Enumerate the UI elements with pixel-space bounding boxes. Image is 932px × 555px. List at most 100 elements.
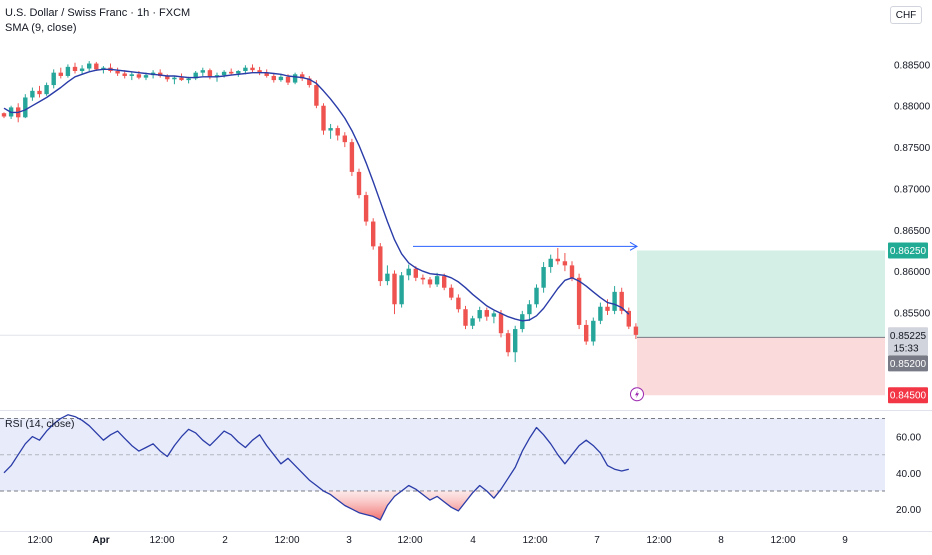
candle-body[interactable]	[456, 297, 461, 310]
loss-zone[interactable]	[637, 337, 885, 396]
candle-body[interactable]	[221, 71, 227, 76]
candle-body[interactable]	[385, 273, 390, 282]
currency-badge[interactable]: CHF	[890, 6, 922, 24]
candle-body[interactable]	[65, 66, 71, 76]
candle-body[interactable]	[307, 78, 312, 86]
candle-body[interactable]	[413, 268, 418, 278]
candle-body[interactable]	[477, 310, 482, 319]
candle-body[interactable]	[363, 195, 369, 222]
sma-indicator-label[interactable]: SMA (9, close)	[5, 22, 77, 34]
candle-body[interactable]	[513, 329, 518, 353]
stop-price-badge: 0.84500	[890, 391, 927, 402]
candle-body[interactable]	[72, 66, 78, 71]
rsi-indicator-label[interactable]: RSI (14, close)	[5, 418, 75, 430]
candle-body[interactable]	[207, 70, 213, 77]
candle-body[interactable]	[498, 313, 504, 334]
candle-body[interactable]	[79, 68, 85, 71]
candle-body[interactable]	[371, 221, 376, 247]
candle-body[interactable]	[165, 75, 170, 80]
candle-body[interactable]	[406, 268, 411, 276]
candle-body[interactable]	[569, 265, 575, 278]
symbol-title[interactable]: U.S. Dollar / Swiss Franc · 1h · FXCM	[5, 7, 191, 19]
candle-body[interactable]	[51, 72, 56, 86]
candle-body[interactable]	[633, 326, 639, 335]
candle-body[interactable]	[584, 324, 589, 342]
candle-body[interactable]	[236, 71, 241, 74]
candle-body[interactable]	[555, 258, 560, 262]
profit-zone[interactable]	[637, 250, 885, 338]
candle-body[interactable]	[626, 310, 631, 327]
candle-body[interactable]	[349, 142, 355, 172]
arrow-head-icon	[629, 241, 639, 251]
candle-body[interactable]	[420, 277, 426, 280]
candle-body[interactable]	[619, 291, 624, 311]
candle-body[interactable]	[314, 85, 319, 106]
candle-body[interactable]	[87, 63, 92, 69]
entry-price-badge: 0.85200	[890, 359, 927, 370]
candle-body[interactable]	[158, 72, 163, 76]
candle-body[interactable]	[342, 135, 347, 143]
candle-body[interactable]	[172, 77, 177, 80]
candle-body[interactable]	[30, 90, 35, 98]
target-price-badge-bg	[888, 242, 928, 259]
candle-body[interactable]	[136, 74, 142, 78]
candle-body[interactable]	[278, 76, 284, 81]
candle-body[interactable]	[229, 71, 234, 74]
candle-body[interactable]	[143, 75, 149, 78]
candle-body[interactable]	[58, 72, 63, 76]
candle-body[interactable]	[527, 304, 532, 315]
candle-body[interactable]	[214, 75, 220, 77]
candle-body[interactable]	[505, 333, 511, 353]
candle-body[interactable]	[520, 314, 525, 330]
candle-body[interactable]	[129, 74, 134, 76]
candle-body[interactable]	[101, 67, 106, 70]
candle-body[interactable]	[335, 128, 340, 136]
candle-body[interactable]	[534, 287, 539, 305]
candle-body[interactable]	[271, 75, 276, 81]
candle-body[interactable]	[356, 171, 362, 196]
candle-body[interactable]	[434, 276, 440, 285]
candle-body[interactable]	[1, 113, 7, 117]
candle-body[interactable]	[285, 76, 291, 83]
candle-body[interactable]	[292, 74, 298, 83]
candle-body[interactable]	[562, 261, 568, 266]
candle-body[interactable]	[122, 73, 127, 76]
candle-body[interactable]	[328, 128, 333, 131]
candle-body[interactable]	[484, 310, 489, 317]
candle-body[interactable]	[392, 273, 397, 305]
candle-body[interactable]	[378, 246, 383, 282]
candle-body[interactable]	[243, 67, 248, 71]
candle-body[interactable]	[44, 85, 49, 95]
candle-body[interactable]	[179, 77, 184, 81]
candle-body[interactable]	[200, 70, 205, 73]
rsi-line[interactable]	[3, 414, 629, 521]
candle-body[interactable]	[399, 275, 404, 305]
candle-body[interactable]	[23, 97, 28, 118]
candle-body[interactable]	[470, 318, 475, 326]
candle-body[interactable]	[612, 291, 617, 311]
candle-body[interactable]	[94, 63, 99, 70]
candle-body[interactable]	[250, 67, 255, 71]
sma-line[interactable]	[3, 68, 630, 322]
candle-body[interactable]	[541, 267, 546, 288]
candle-body[interactable]	[442, 276, 447, 288]
candle-body[interactable]	[193, 72, 198, 79]
candle-body[interactable]	[321, 105, 326, 131]
candle-body[interactable]	[576, 277, 582, 325]
candle-body[interactable]	[463, 309, 468, 326]
candle-body[interactable]	[427, 279, 433, 285]
candle-body[interactable]	[449, 287, 454, 298]
candle-body[interactable]	[605, 306, 610, 311]
candle-body[interactable]	[264, 72, 269, 76]
candle-body[interactable]	[257, 70, 262, 73]
candle-body[interactable]	[598, 306, 603, 321]
candle-body[interactable]	[186, 78, 191, 81]
candle-body[interactable]	[491, 313, 497, 317]
candle-body[interactable]	[115, 71, 120, 74]
candle-body[interactable]	[591, 320, 596, 342]
candle-body[interactable]	[300, 74, 305, 79]
candle-body[interactable]	[37, 90, 42, 95]
candle-body[interactable]	[548, 258, 553, 268]
